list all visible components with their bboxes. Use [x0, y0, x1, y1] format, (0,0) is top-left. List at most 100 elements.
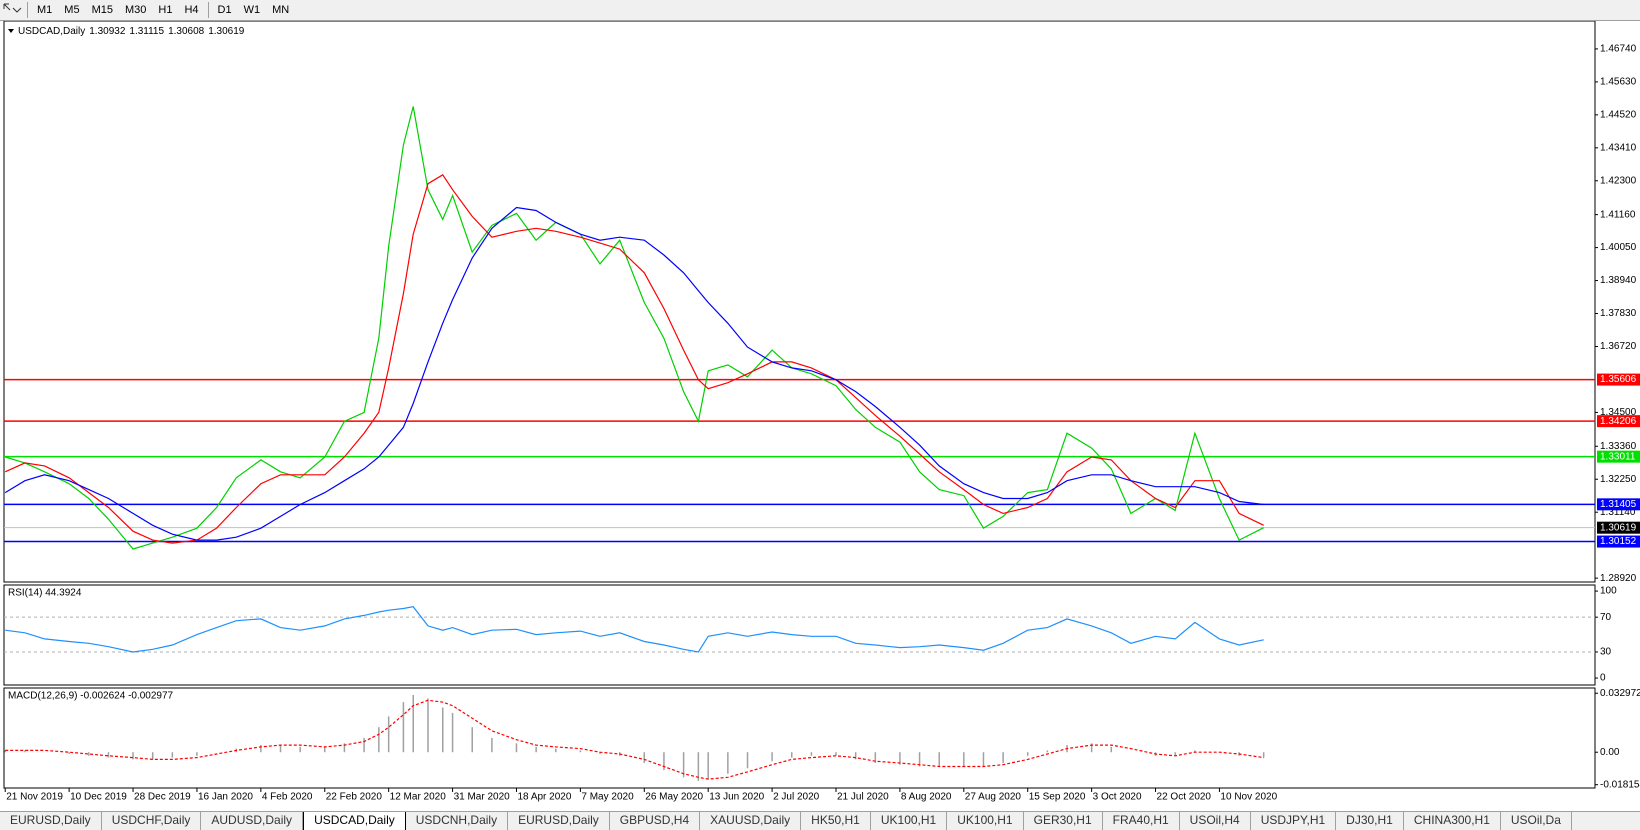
x-tick-label: 22 Feb 2020: [326, 792, 383, 803]
y-tick-label: 1.36720: [1600, 341, 1637, 352]
chart-tab[interactable]: USDCNH,Daily: [406, 812, 509, 830]
chart-tab[interactable]: USDCHF,Daily: [102, 812, 202, 830]
y-tick-label: 70: [1600, 612, 1612, 623]
x-tick-label: 18 Apr 2020: [517, 792, 571, 803]
chart-tab[interactable]: XAUUSD,Daily: [700, 812, 802, 830]
x-tick-label: 8 Aug 2020: [901, 792, 952, 803]
y-tick-label: 0: [1600, 673, 1606, 684]
timeframe-button[interactable]: M30: [124, 4, 147, 16]
price-label-box: [1597, 498, 1640, 511]
x-tick-label: 10 Nov 2020: [1220, 792, 1277, 803]
chart-tab[interactable]: USOil,H4: [1180, 812, 1251, 830]
timeframe-button[interactable]: MN: [272, 4, 290, 16]
price-label-box: [1597, 521, 1640, 534]
x-tick-label: 7 May 2020: [581, 792, 634, 803]
x-tick-label: 21 Nov 2019: [6, 792, 63, 803]
y-tick-label: 1.28920: [1600, 573, 1637, 584]
chart-tab[interactable]: USDCAD,Daily: [303, 812, 406, 830]
timeframe-button[interactable]: M5: [64, 4, 80, 16]
timeframe-button[interactable]: W1: [243, 4, 261, 16]
price-label: 1.35606: [1600, 374, 1637, 385]
y-tick-label: 1.46740: [1600, 44, 1637, 55]
chart-tab[interactable]: EURUSD,Daily: [508, 812, 610, 830]
price-label: 1.30152: [1600, 536, 1637, 547]
y-tick-label: 1.33360: [1600, 441, 1637, 452]
ohlc-value: 1.31115: [129, 26, 164, 37]
chart-tab[interactable]: UK100,H1: [871, 812, 948, 830]
symbol-header: USDCAD,Daily 1.30932 1.31115 1.30608 1.30619: [18, 26, 245, 37]
chart-tab[interactable]: DJ30,H1: [1336, 812, 1404, 830]
y-tick-label: 1.38940: [1600, 275, 1637, 286]
ohlc-value: 1.30619: [208, 26, 245, 37]
symbol-title: USDCAD,Daily: [18, 26, 85, 37]
price-label-box: [1597, 415, 1640, 428]
x-tick-label: 15 Sep 2020: [1029, 792, 1086, 803]
chart-tab[interactable]: USDJPY,H1: [1251, 812, 1337, 830]
timeframe-button[interactable]: H4: [184, 4, 199, 16]
y-tick-label: 1.31140: [1600, 507, 1636, 518]
separator: [27, 2, 28, 18]
price-label: 1.33011: [1600, 451, 1636, 462]
chart-tab[interactable]: EURUSD,Daily: [0, 812, 102, 830]
y-tick-label: 100: [1600, 586, 1617, 597]
price-label-box: [1597, 450, 1640, 463]
price-label-box: [1597, 535, 1640, 548]
indicator-title: MACD(12,26,9) -0.002624 -0.002977: [8, 691, 174, 702]
y-tick-label: 0.00: [1600, 747, 1620, 758]
y-tick-label: -0.018154: [1600, 779, 1640, 790]
panel-frame: [3, 687, 1596, 789]
chart-tabs: EURUSD,Daily USDCHF,Daily AUDUSD,Daily USDC…: [0, 811, 1640, 830]
separator: [207, 2, 209, 18]
x-tick-label: 27 Aug 2020: [965, 792, 1022, 803]
y-tick-label: 1.32250: [1600, 474, 1637, 485]
x-tick-label: 12 Mar 2020: [390, 792, 447, 803]
ohlc-value: 1.30608: [168, 26, 205, 37]
x-tick-label: 16 Jan 2020: [198, 792, 253, 803]
price-label: 1.30619: [1600, 522, 1637, 533]
timeframe-button[interactable]: H1: [158, 4, 173, 16]
timeframe-button[interactable]: D1: [217, 4, 232, 16]
chart-tab[interactable]: GER30,H1: [1024, 812, 1103, 830]
series-line: [4, 173, 1264, 544]
y-tick-label: 1.40050: [1600, 242, 1637, 253]
y-tick-label: 1.37830: [1600, 308, 1637, 319]
panel-frame: [3, 20, 1596, 583]
series-line: [5, 106, 1264, 550]
chart-tab[interactable]: FRA40,H1: [1103, 812, 1180, 830]
y-tick-label: 1.45630: [1600, 77, 1637, 88]
chart-tab[interactable]: GBPUSD,H4: [610, 812, 701, 830]
indicator-title: RSI(14) 44.3924: [8, 588, 82, 599]
timeframe-toolbar: M1 M5 M15 M30 H1 H4 D1 W1 MN: [0, 0, 1640, 21]
ohlc-value: 1.30932: [89, 26, 126, 37]
y-tick-label: 1.42300: [1600, 175, 1637, 186]
series-line: [5, 699, 1264, 780]
price-label: 1.34206: [1600, 416, 1637, 427]
timeframe-button[interactable]: M1: [37, 4, 53, 16]
y-tick-label: 1.34500: [1600, 407, 1637, 418]
y-tick-label: 0.032972: [1600, 688, 1640, 699]
x-tick-label: 31 Mar 2020: [454, 792, 511, 803]
chart-tab[interactable]: USOil,Da: [1501, 812, 1572, 830]
x-tick-label: 2 Jul 2020: [773, 792, 820, 803]
y-tick-label: 1.43410: [1600, 142, 1637, 153]
x-tick-label: 10 Dec 2019: [70, 792, 127, 803]
x-tick-label: 3 Oct 2020: [1093, 792, 1142, 803]
x-tick-label: 22 Oct 2020: [1157, 792, 1212, 803]
dropdown-icon: [8, 29, 14, 33]
y-tick-label: 30: [1600, 647, 1612, 658]
chart-tab[interactable]: AUDUSD,Daily: [201, 812, 304, 830]
y-tick-label: 1.44520: [1600, 109, 1637, 120]
y-tick-label: 1.41160: [1600, 209, 1636, 220]
x-tick-label: 21 Jul 2020: [837, 792, 889, 803]
timeframe-button[interactable]: M15: [91, 4, 113, 16]
x-tick-label: 28 Dec 2019: [134, 792, 191, 803]
x-tick-label: 26 May 2020: [645, 792, 703, 803]
series-line: [4, 206, 1264, 541]
chart-tab[interactable]: HK50,H1: [801, 812, 871, 830]
x-tick-label: 4 Feb 2020: [262, 792, 313, 803]
price-label: 1.31405: [1600, 499, 1637, 510]
chart-tab[interactable]: UK100,H1: [947, 812, 1024, 830]
x-tick-label: 13 Jun 2020: [709, 792, 764, 803]
chart-tab[interactable]: CHINA300,H1: [1404, 812, 1501, 830]
